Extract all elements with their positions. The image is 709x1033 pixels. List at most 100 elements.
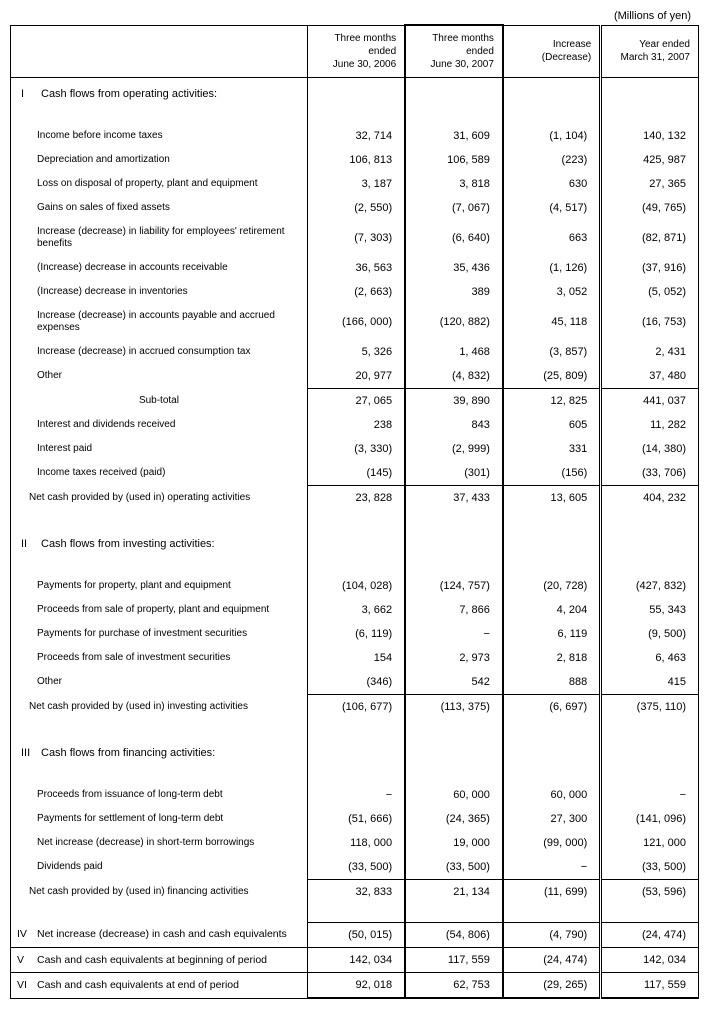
cell: (6, 697) [503,695,601,720]
cell: 238 [307,413,405,437]
cell [405,78,503,107]
row-label: Net cash provided by (used in) operating… [11,486,308,511]
cell: (113, 375) [405,695,503,720]
cell [503,510,601,528]
row-label: Increase (decrease) in accrued consumpti… [11,340,308,364]
spacer [11,510,699,528]
cell: (50, 015) [307,922,405,947]
data-row: Payments for settlement of long-term deb… [11,807,699,831]
cashflow-table: Three months endedJune 30, 2006 Three mo… [10,24,699,999]
spacer [11,719,699,737]
cell: (33, 500) [601,855,699,880]
data-row: Other20, 977(4, 832)(25, 809)37, 480 [11,364,699,389]
cell: (33, 706) [601,461,699,486]
data-row: Interest paid(3, 330)(2, 999)331(14, 380… [11,437,699,461]
cell: 36, 563 [307,256,405,280]
cell: (54, 806) [405,922,503,947]
cell: 121, 000 [601,831,699,855]
row-label: Proceeds from issuance of long-term debt [11,783,308,807]
cell: 630 [503,172,601,196]
subtotal-row: Sub-total27, 06539, 89012, 825441, 037 [11,389,699,414]
section-header: ICash flows from operating activities: [11,78,699,107]
cell: 415 [601,670,699,695]
cell [307,78,405,107]
cell: (51, 666) [307,807,405,831]
cell: (16, 753) [601,304,699,340]
row-label: Other [11,670,308,695]
header-col4: Year endedMarch 31, 2007 [601,25,699,78]
row-label: (Increase) decrease in inventories [11,280,308,304]
data-row: Income taxes received (paid)(145)(301)(1… [11,461,699,486]
row-label: Sub-total [11,389,308,414]
cell [405,737,503,765]
cell [307,737,405,765]
final-row: IVNet increase (decrease) in cash and ca… [11,922,699,947]
cell: (7, 067) [405,196,503,220]
row-label: Net increase (decrease) in short-term bo… [11,831,308,855]
row-label: Proceeds from sale of investment securit… [11,646,308,670]
row-label: VCash and cash equivalents at beginning … [11,947,308,973]
row-label [11,106,308,124]
row-label: Loss on disposal of property, plant and … [11,172,308,196]
header-col3: Increase(Decrease) [503,25,601,78]
cell: 27, 065 [307,389,405,414]
cell: 2, 431 [601,340,699,364]
data-row: Net increase (decrease) in short-term bo… [11,831,699,855]
cell: (104, 028) [307,574,405,598]
cell: 106, 813 [307,148,405,172]
data-row: Gains on sales of fixed assets(2, 550)(7… [11,196,699,220]
row-label: Income taxes received (paid) [11,461,308,486]
cell: 6, 119 [503,622,601,646]
cell: (4, 790) [503,922,601,947]
cell: (2, 999) [405,437,503,461]
data-row: Proceeds from sale of investment securit… [11,646,699,670]
cell: (6, 640) [405,220,503,256]
spacer [11,106,699,124]
cell: 92, 018 [307,973,405,999]
row-label: ICash flows from operating activities: [11,78,308,107]
cell: 60, 000 [405,783,503,807]
cell: 27, 300 [503,807,601,831]
data-row: Proceeds from issuance of long-term debt… [11,783,699,807]
cell: 117, 559 [405,947,503,973]
cell: 3, 187 [307,172,405,196]
cell: 20, 977 [307,364,405,389]
cell: 140, 132 [601,124,699,148]
cell [405,904,503,922]
cell [601,904,699,922]
cell [307,510,405,528]
cell [405,528,503,556]
row-label: Gains on sales of fixed assets [11,196,308,220]
cell: 843 [405,413,503,437]
row-label: Payments for purchase of investment secu… [11,622,308,646]
cell: (4, 517) [503,196,601,220]
cell: − [405,622,503,646]
header-label [11,25,308,78]
cell [503,528,601,556]
cell: 142, 034 [307,947,405,973]
cell: 35, 436 [405,256,503,280]
cell [503,904,601,922]
section-header: IICash flows from investing activities: [11,528,699,556]
row-label: Interest paid [11,437,308,461]
cell [503,737,601,765]
cell: (29, 265) [503,973,601,999]
row-label: Proceeds from sale of property, plant an… [11,598,308,622]
cell: 118, 000 [307,831,405,855]
cell [405,719,503,737]
data-row: Increase (decrease) in accounts payable … [11,304,699,340]
cell: (223) [503,148,601,172]
cell [601,556,699,574]
cell: 2, 973 [405,646,503,670]
section-header: IIICash flows from financing activities: [11,737,699,765]
row-label: Increase (decrease) in liability for emp… [11,220,308,256]
cell: (141, 096) [601,807,699,831]
cell: 441, 037 [601,389,699,414]
data-row: Depreciation and amortization106, 813106… [11,148,699,172]
cell: (49, 765) [601,196,699,220]
cell: (145) [307,461,405,486]
cell [601,106,699,124]
cell: 2, 818 [503,646,601,670]
cell: 21, 134 [405,880,503,905]
cell: 13, 605 [503,486,601,511]
